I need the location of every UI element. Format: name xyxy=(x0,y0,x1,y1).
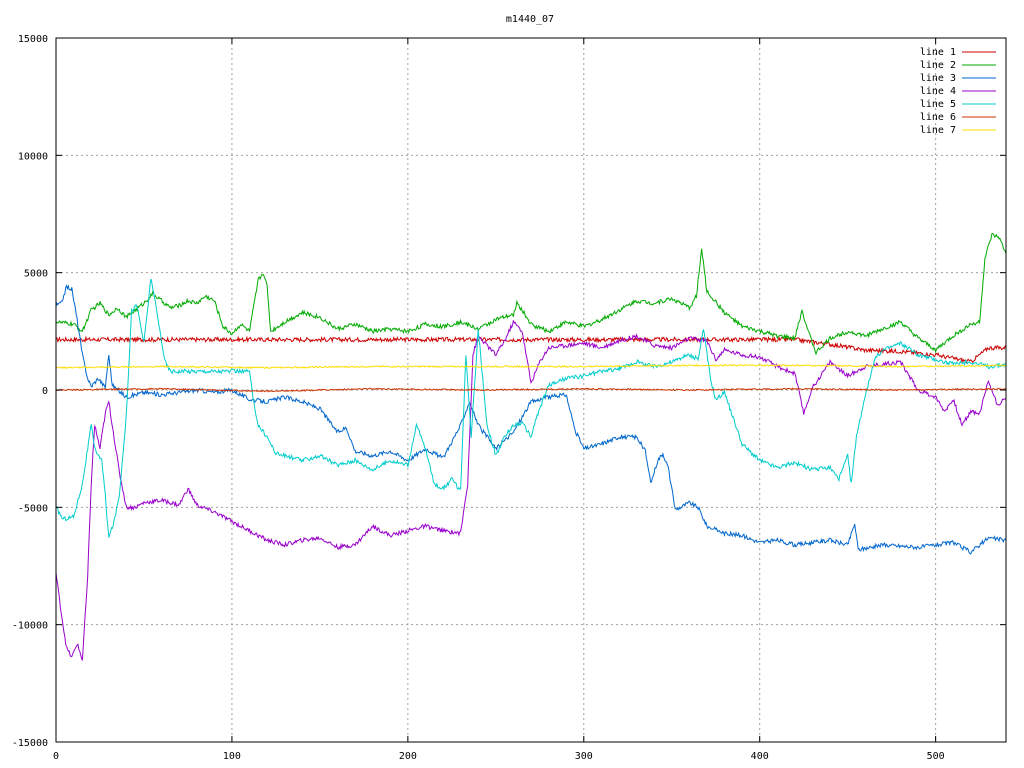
series-line-6 xyxy=(55,387,1007,393)
x-tick-label: 200 xyxy=(399,751,417,762)
series-line-2 xyxy=(55,232,1007,356)
x-tick-label: 500 xyxy=(927,751,945,762)
legend-label: line 7 xyxy=(920,125,956,136)
legend-label: line 1 xyxy=(920,47,956,58)
y-tick-label: -10000 xyxy=(12,621,48,632)
x-tick-label: 300 xyxy=(575,751,593,762)
y-tick-label: -5000 xyxy=(18,503,48,514)
legend-label: line 2 xyxy=(920,60,956,71)
series-layer xyxy=(55,232,1007,661)
y-tick-label: 15000 xyxy=(18,34,48,45)
x-tick-label: 400 xyxy=(751,751,769,762)
series-line-3 xyxy=(55,284,1007,555)
series-line-7 xyxy=(55,363,1007,370)
x-tick-label: 0 xyxy=(53,751,59,762)
axis-ticks: -15000 -10000 -5000 0 5000 10000 15000 0 100 200 3… xyxy=(12,34,1006,762)
y-tick-label: 0 xyxy=(42,386,48,397)
y-tick-label: -15000 xyxy=(12,738,48,749)
chart-title: m1440_07 xyxy=(506,14,554,25)
series-line-4 xyxy=(55,320,1007,661)
legend-label: line 3 xyxy=(920,73,956,84)
legend-label: line 5 xyxy=(920,99,956,110)
y-tick-label: 5000 xyxy=(24,269,48,280)
x-tick-label: 100 xyxy=(223,751,241,762)
legend-label: line 4 xyxy=(920,86,956,97)
legend: line 1 line 2 line 3 line 4 line 5 line 6 line… xyxy=(920,47,996,136)
series-line-5 xyxy=(55,278,1007,538)
series-line-1 xyxy=(55,335,1007,365)
legend-label: line 6 xyxy=(920,112,956,123)
y-tick-label: 10000 xyxy=(18,151,48,162)
